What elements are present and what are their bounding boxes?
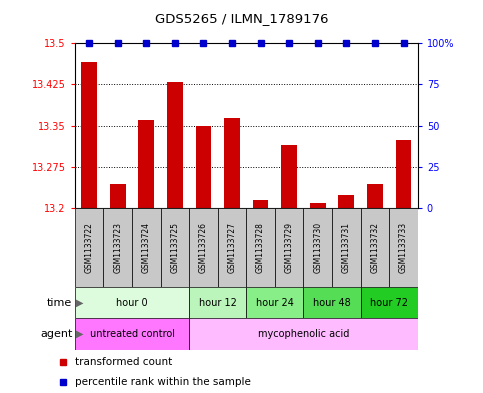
Text: GSM1133723: GSM1133723: [113, 222, 122, 273]
Text: GSM1133730: GSM1133730: [313, 222, 322, 273]
Bar: [167, 82, 183, 208]
Text: hour 48: hour 48: [313, 298, 351, 308]
Bar: [75, 287, 189, 318]
Text: time: time: [47, 298, 72, 308]
Bar: [361, 287, 418, 318]
Bar: [367, 184, 383, 208]
Text: GSM1133731: GSM1133731: [342, 222, 351, 273]
Text: mycophenolic acid: mycophenolic acid: [258, 329, 349, 339]
Text: GSM1133728: GSM1133728: [256, 222, 265, 273]
Bar: [189, 318, 418, 350]
Bar: [224, 118, 240, 208]
Bar: [332, 208, 361, 287]
Text: GDS5265 / ILMN_1789176: GDS5265 / ILMN_1789176: [155, 12, 328, 25]
Bar: [110, 184, 126, 208]
Bar: [132, 208, 161, 287]
Bar: [196, 126, 212, 208]
Bar: [303, 208, 332, 287]
Bar: [253, 200, 269, 208]
Bar: [310, 203, 326, 208]
Bar: [189, 287, 246, 318]
Text: hour 0: hour 0: [116, 298, 148, 308]
Text: ▶: ▶: [76, 298, 84, 308]
Bar: [139, 120, 154, 208]
Text: hour 12: hour 12: [199, 298, 237, 308]
Text: transformed count: transformed count: [75, 357, 173, 367]
Bar: [281, 145, 297, 208]
Bar: [396, 140, 412, 208]
Bar: [75, 208, 103, 287]
Text: GSM1133724: GSM1133724: [142, 222, 151, 273]
Text: GSM1133727: GSM1133727: [227, 222, 237, 273]
Bar: [81, 62, 97, 208]
Text: GSM1133726: GSM1133726: [199, 222, 208, 273]
Text: agent: agent: [40, 329, 72, 339]
Text: GSM1133725: GSM1133725: [170, 222, 179, 273]
Bar: [103, 208, 132, 287]
Text: GSM1133729: GSM1133729: [284, 222, 294, 273]
Bar: [189, 208, 218, 287]
Text: GSM1133733: GSM1133733: [399, 222, 408, 273]
Text: hour 24: hour 24: [256, 298, 294, 308]
Text: percentile rank within the sample: percentile rank within the sample: [75, 377, 251, 387]
Text: ▶: ▶: [76, 329, 84, 339]
Text: GSM1133732: GSM1133732: [370, 222, 380, 273]
Bar: [75, 318, 189, 350]
Bar: [303, 287, 361, 318]
Bar: [246, 287, 303, 318]
Bar: [275, 208, 303, 287]
Bar: [246, 208, 275, 287]
Text: untreated control: untreated control: [89, 329, 174, 339]
Bar: [361, 208, 389, 287]
Text: GSM1133722: GSM1133722: [85, 222, 94, 273]
Bar: [389, 208, 418, 287]
Bar: [160, 208, 189, 287]
Bar: [339, 195, 354, 208]
Bar: [218, 208, 246, 287]
Text: hour 72: hour 72: [370, 298, 408, 308]
